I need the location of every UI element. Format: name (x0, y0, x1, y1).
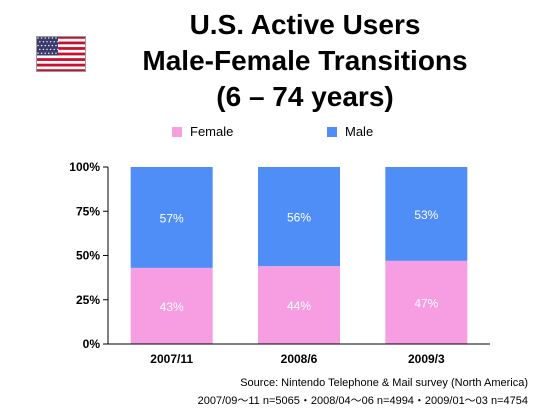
bar-female-1 (130, 267, 213, 344)
x-tick-label: 2008/6 (281, 352, 318, 366)
y-tick-label: 75% (76, 204, 100, 218)
bar-male-2 (258, 167, 340, 267)
us-flag-icon (36, 36, 86, 72)
legend-item-male: Male (327, 124, 373, 139)
source-note: Source: Nintendo Telephone & Mail survey… (240, 377, 528, 389)
legend-label-female: Female (190, 124, 234, 139)
data-label-male-1: 57% (160, 211, 184, 225)
chart-title-line-2: Male-Female Transitions (142, 45, 468, 76)
data-label-female-1: 43% (160, 300, 184, 314)
bar-female-2 (258, 266, 340, 344)
data-label-female-3: 47% (414, 296, 438, 310)
sample-size-note: 2007/09～11 n=5065・2008/04～06 n=4994・2009… (197, 395, 528, 407)
legend-swatch-female (172, 126, 182, 137)
legend-swatch-male (327, 126, 337, 137)
x-tick-label: 2009/3 (408, 352, 445, 366)
y-tick-label: 100% (69, 160, 100, 174)
data-label-female-2: 44% (287, 299, 311, 313)
data-label-male-3: 53% (414, 208, 438, 222)
legend-item-female: Female (172, 124, 233, 139)
chart-title-line-3: (6 – 74 years) (216, 81, 394, 112)
chart-title-line-1: U.S. Active Users (189, 9, 421, 40)
bar-female-3 (385, 260, 468, 344)
legend-label-male: Male (345, 124, 374, 139)
y-tick-label: 0% (83, 337, 101, 351)
bar-male-1 (130, 167, 213, 268)
y-tick-label: 25% (76, 293, 100, 307)
legend: Female Male (0, 122, 550, 142)
bar-male-3 (385, 167, 468, 261)
y-tick-label: 50% (76, 249, 100, 263)
x-tick-label: 2007/11 (150, 352, 193, 366)
data-label-male-2: 56% (287, 211, 311, 225)
